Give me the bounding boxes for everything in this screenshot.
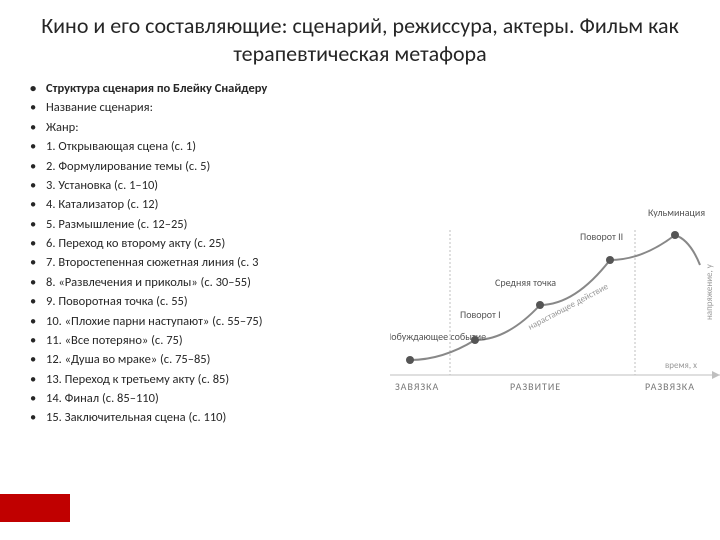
svg-text:ЗАВЯЗКА: ЗАВЯЗКА (395, 380, 439, 393)
list-item: 11. «Все потеряно» (с. 75) (30, 331, 400, 350)
svg-text:Поворот I: Поворот I (460, 308, 501, 321)
bullet-list: Структура сценария по Блейку Снайдеру На… (30, 79, 400, 428)
list-item: 10. «Плохие парни наступают» (с. 55–75) (30, 312, 400, 331)
svg-text:напряжение, y: напряжение, y (704, 263, 715, 320)
svg-text:время, x: время, x (665, 360, 697, 371)
list-item: 15. Заключительная сцена (с. 110) (30, 408, 400, 427)
page-title: Кино и его составляющие: сценарий, режис… (0, 0, 720, 67)
list-item: 4. Катализатор (с. 12) (30, 195, 400, 214)
list-item: 12. «Душа во мраке» (с. 75–85) (30, 350, 400, 369)
list-item: 3. Установка (с. 1–10) (30, 176, 400, 195)
list-item: 6. Переход ко второму акту (с. 25) (30, 234, 400, 253)
list-item: Структура сценария по Блейку Снайдеру (30, 79, 400, 98)
list-item: 14. Финал (с. 85–110) (30, 389, 400, 408)
plot-diagram: Побуждающее событиеПоворот IСредняя точк… (390, 200, 720, 420)
svg-text:РАЗВИТИЕ: РАЗВИТИЕ (510, 380, 561, 393)
list-item: 7. Второстепенная сюжетная линия (с. 3 (30, 253, 400, 272)
svg-text:Кульминация: Кульминация (648, 206, 705, 219)
accent-bar (0, 494, 70, 522)
list-item: 5. Размышление (с. 12–25) (30, 215, 400, 234)
list-item: 13. Переход к третьему акту (с. 85) (30, 370, 400, 389)
list-item: 8. «Развлечения и приколы» (с. 30–55) (30, 273, 400, 292)
list-item: 2. Формулирование темы (с. 5) (30, 157, 400, 176)
list-item: Жанр: (30, 118, 400, 137)
svg-text:Средняя точка: Средняя точка (495, 276, 556, 289)
list-item: 9. Поворотная точка (с. 55) (30, 292, 400, 311)
svg-text:РАЗВЯЗКА: РАЗВЯЗКА (645, 380, 695, 393)
svg-text:Поворот II: Поворот II (580, 230, 623, 243)
list-item: 1. Открывающая сцена (с. 1) (30, 137, 400, 156)
list-item: Название сценария: (30, 98, 400, 117)
